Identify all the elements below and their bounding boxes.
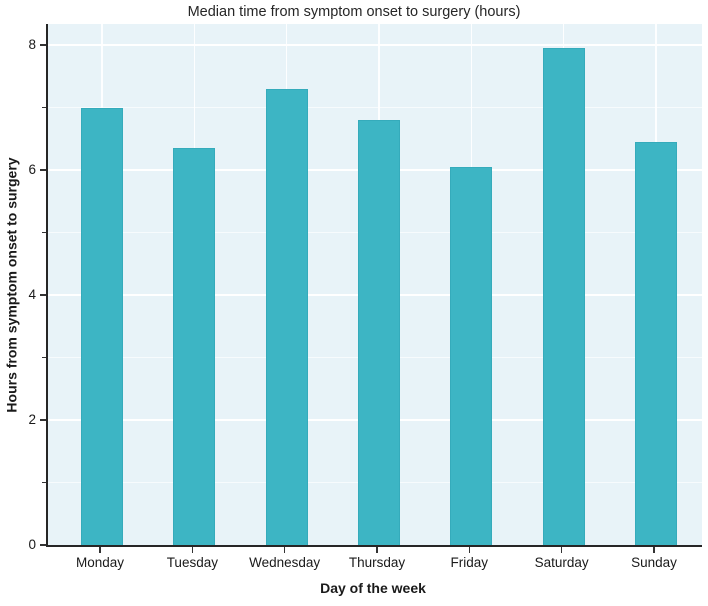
x-axis-label: Day of the week — [320, 580, 426, 596]
bar-monday — [81, 107, 123, 545]
x-axis-tick — [283, 547, 286, 553]
x-axis-tick — [99, 547, 101, 553]
bar-saturday — [542, 48, 585, 545]
x-axis-tick — [191, 547, 194, 553]
y-tick-label: 0 — [28, 537, 36, 552]
bar-thursday — [357, 120, 400, 545]
bar-friday — [450, 167, 493, 545]
bar-tuesday — [173, 148, 216, 545]
x-tick-label-saturday: Saturday — [534, 555, 589, 570]
y-axis-minor-tick — [42, 356, 46, 359]
x-axis-tick — [376, 547, 378, 553]
y-axis-tick — [40, 544, 46, 546]
y-tick-label: 6 — [28, 162, 36, 178]
x-tick-label-tuesday: Tuesday — [166, 555, 218, 570]
y-axis-tick — [40, 294, 46, 297]
x-tick-label-friday: Friday — [450, 555, 489, 570]
y-axis-tick — [40, 44, 46, 47]
x-tick-label-monday: Monday — [75, 555, 125, 570]
y-axis-label: Hours from symptom onset to surgery — [0, 24, 24, 545]
x-axis-tick — [560, 547, 563, 553]
bar-sunday — [634, 142, 677, 545]
bar-wednesday — [265, 88, 308, 545]
x-axis-tick — [653, 547, 655, 553]
x-tick-label-wednesday: Wednesday — [249, 555, 321, 570]
y-axis-label-text: Hours from symptom onset to surgery — [4, 156, 20, 413]
y-axis-tick — [40, 419, 46, 422]
y-axis-tick — [40, 169, 46, 172]
y-axis-minor-tick — [42, 106, 46, 109]
x-tick-label-sunday: Sunday — [631, 555, 677, 570]
x-axis-tick — [468, 547, 471, 553]
chart-title: Median time from symptom onset to surger… — [187, 4, 521, 20]
x-tick-label-thursday: Thursday — [348, 555, 406, 570]
y-tick-label: 2 — [28, 412, 36, 428]
y-axis-minor-tick — [42, 231, 46, 234]
major-gridline — [48, 44, 702, 47]
y-tick-label: 8 — [28, 37, 36, 53]
y-axis-minor-tick — [42, 481, 46, 484]
y-tick-label: 4 — [28, 287, 36, 303]
plot-area — [46, 24, 702, 547]
minor-gridline — [48, 107, 702, 109]
